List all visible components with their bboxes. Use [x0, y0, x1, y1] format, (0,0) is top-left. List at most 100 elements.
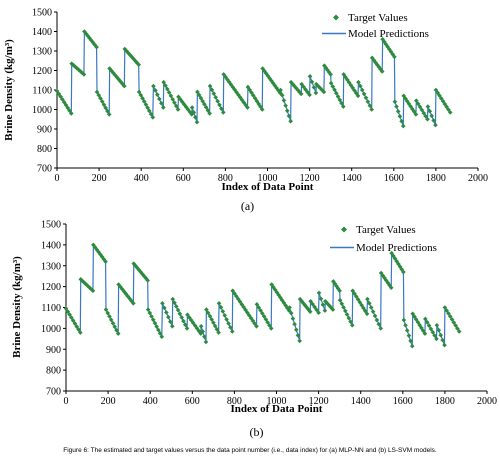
- target-point: [312, 304, 317, 310]
- target-point: [63, 306, 69, 311]
- target-point: [232, 87, 237, 92]
- target-point: [370, 309, 376, 314]
- target-point: [106, 112, 112, 117]
- target-point: [70, 318, 76, 323]
- target-point: [165, 86, 170, 92]
- target-point: [359, 87, 365, 93]
- x-tick-label: 1800: [426, 173, 446, 184]
- target-point: [162, 305, 167, 311]
- target-point: [209, 87, 215, 93]
- target-point: [369, 107, 374, 112]
- target-point: [387, 47, 392, 52]
- chart-panel-b: 700 800 900 1000 1100 1200 1300 1400 1500 0 200 400…: [11, 220, 497, 440]
- target-point: [372, 313, 378, 319]
- y-tick-label: 1200: [41, 282, 61, 293]
- x-tick-label: 600: [185, 396, 200, 407]
- target-point: [87, 35, 92, 41]
- target-point: [138, 92, 144, 98]
- target-point: [436, 327, 442, 333]
- target-point: [322, 308, 328, 313]
- target-point: [288, 310, 294, 316]
- y-tick-label: 700: [37, 164, 52, 175]
- target-point: [292, 321, 297, 327]
- legend-label-target-values: Target Values: [348, 12, 408, 24]
- target-point: [374, 317, 380, 323]
- target-point: [331, 279, 336, 284]
- target-point: [307, 92, 312, 98]
- target-point: [216, 301, 222, 306]
- target-point: [455, 326, 460, 331]
- target-point: [103, 105, 109, 111]
- x-tick-label: 400: [143, 396, 158, 407]
- target-point: [423, 113, 428, 119]
- target-point: [151, 83, 156, 89]
- target-point: [422, 331, 428, 336]
- target-point: [276, 292, 281, 298]
- target-point: [378, 270, 384, 276]
- target-point: [401, 269, 406, 275]
- target-point: [367, 301, 372, 306]
- target-point: [166, 314, 171, 320]
- target-point: [160, 301, 165, 306]
- series-points-target-values: [63, 242, 462, 349]
- target-point: [429, 113, 434, 119]
- target-point: [194, 119, 200, 125]
- target-point: [431, 118, 436, 123]
- target-point: [259, 311, 265, 316]
- target-point: [285, 305, 290, 311]
- target-point: [341, 305, 346, 310]
- panel-label: (b): [250, 425, 264, 439]
- y-tick-label: 1500: [41, 220, 61, 231]
- target-point: [428, 326, 434, 332]
- x-tick-label: 800: [218, 173, 233, 184]
- target-point: [207, 313, 213, 319]
- y-tick-label: 1100: [41, 303, 61, 314]
- target-point: [283, 103, 288, 108]
- target-point: [157, 331, 163, 336]
- x-tick-label: 0: [55, 173, 60, 184]
- series-line-model-predictions: [65, 243, 460, 347]
- target-point: [310, 301, 315, 307]
- target-point: [353, 294, 359, 299]
- legend-marker-target-values: [333, 14, 339, 21]
- target-point: [361, 305, 366, 311]
- target-point: [350, 288, 356, 294]
- target-point: [259, 107, 265, 112]
- target-point: [214, 326, 220, 332]
- target-point: [254, 323, 259, 329]
- target-point: [404, 328, 410, 333]
- target-point: [103, 307, 109, 312]
- x-tick-label: 1200: [300, 173, 320, 184]
- target-point: [220, 110, 226, 115]
- target-point: [145, 278, 150, 283]
- target-point: [348, 319, 353, 324]
- target-point: [316, 290, 322, 296]
- y-tick-label: 1400: [41, 240, 61, 251]
- target-point: [284, 108, 290, 114]
- target-point: [72, 321, 78, 326]
- target-point: [172, 100, 177, 105]
- target-point: [364, 311, 370, 317]
- target-point: [98, 252, 103, 257]
- target-point: [191, 110, 197, 115]
- target-point: [229, 329, 235, 334]
- target-point: [204, 307, 209, 312]
- target-point: [440, 337, 445, 343]
- x-tick-label: 200: [92, 173, 107, 184]
- target-point: [447, 110, 453, 115]
- x-tick-label: 1000: [258, 173, 278, 184]
- target-point: [279, 297, 285, 303]
- target-point: [123, 291, 129, 297]
- target-point: [152, 320, 158, 326]
- target-point: [175, 307, 181, 313]
- target-point: [307, 74, 313, 79]
- target-point: [234, 89, 239, 95]
- target-point: [125, 293, 131, 299]
- target-point: [217, 102, 222, 108]
- target-point: [159, 334, 165, 340]
- target-point: [223, 74, 228, 80]
- target-point: [357, 299, 363, 305]
- target-point: [107, 314, 112, 319]
- target-point: [182, 322, 188, 328]
